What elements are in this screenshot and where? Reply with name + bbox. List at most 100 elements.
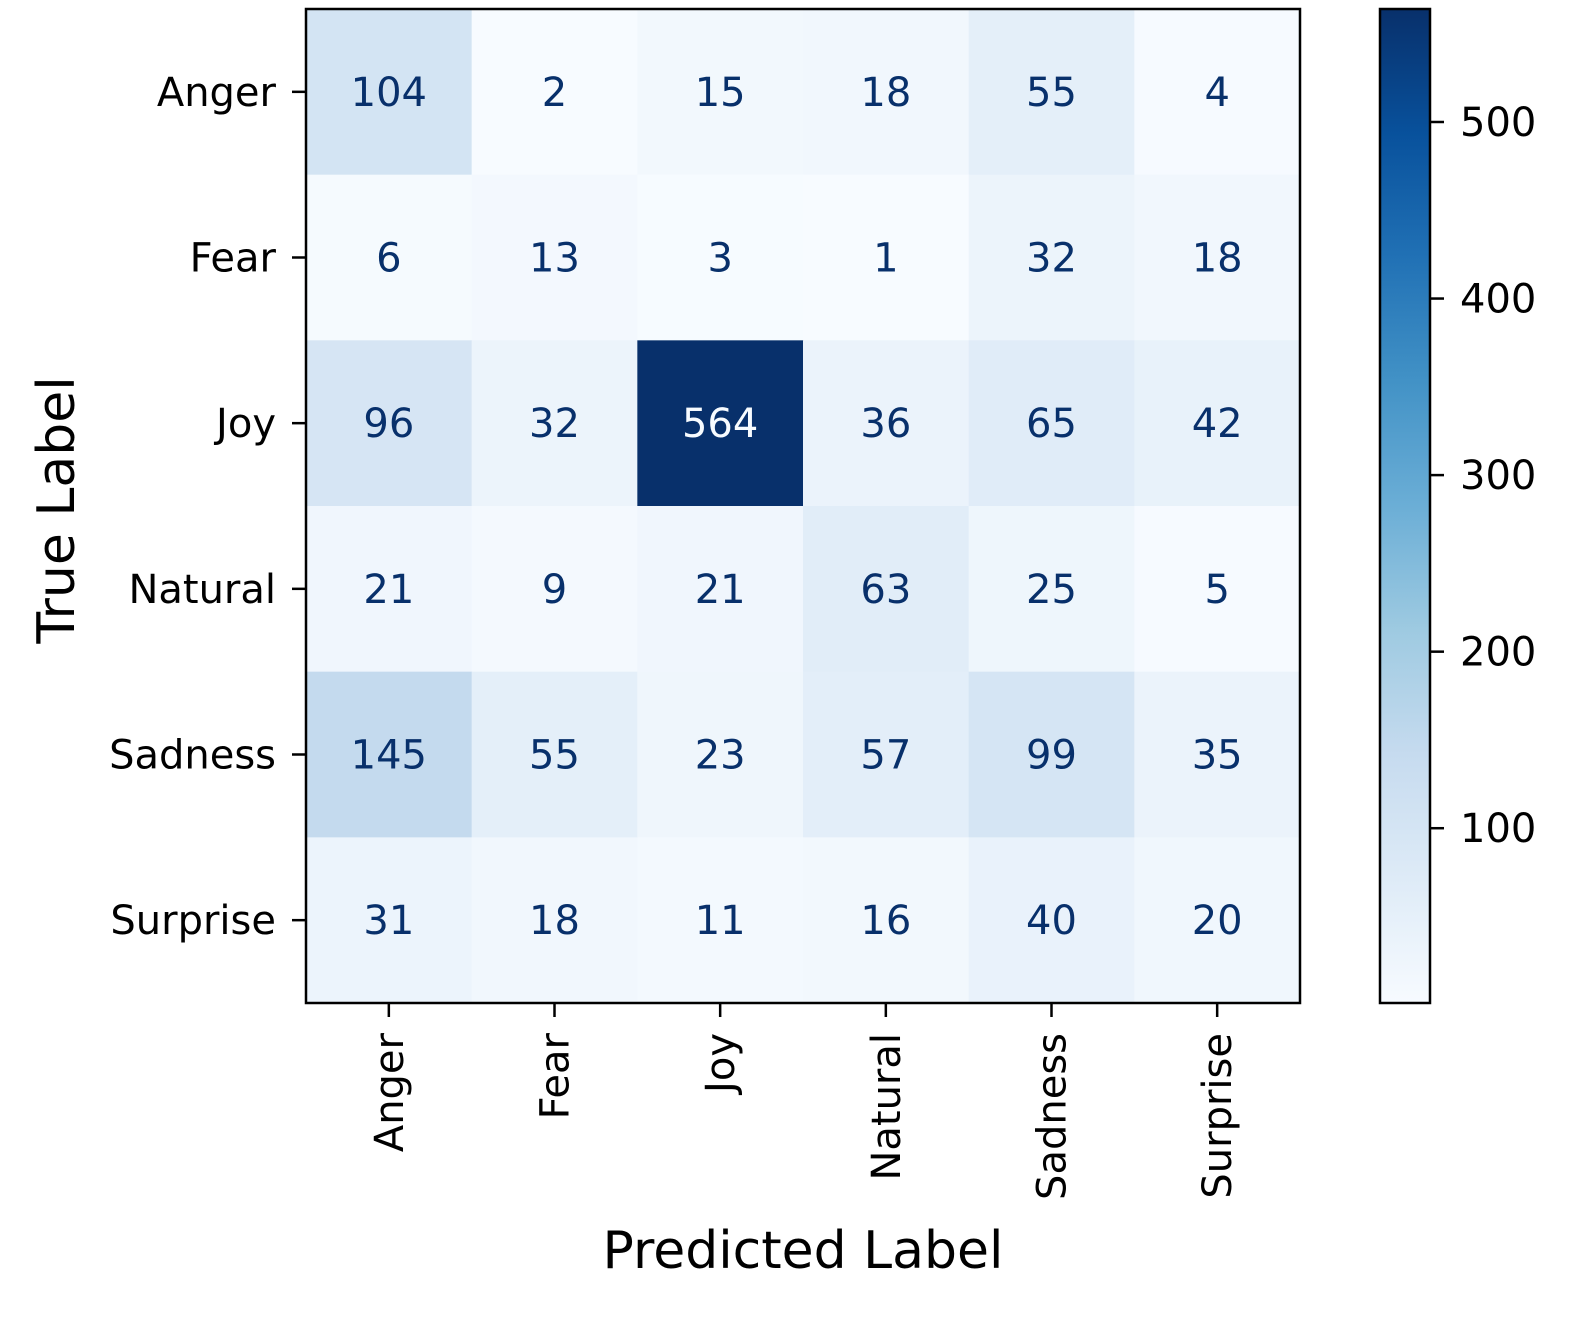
heatmap-cell [803,340,970,507]
x-tick-label: Anger [367,1032,413,1152]
cell-value-label: 15 [695,70,746,116]
x-tick-label: Joy [698,1033,744,1096]
cell-value-label: 2 [542,70,567,116]
x-tick-label: Fear [533,1032,579,1119]
heatmap-cell [1134,837,1301,1004]
heatmap-cell [471,671,638,838]
cell-value-label: 1 [873,236,898,282]
heatmap-cell [471,340,638,507]
heatmap-cell [637,174,804,341]
heatmap-cell [306,506,473,673]
x-axis-label: Predicted Label [603,1221,1004,1281]
cell-value-label: 55 [529,733,580,779]
heatmap-cell [306,174,473,341]
x-axis-ticks: Anger Fear Joy Natural Sadness Surprise [367,1003,1241,1200]
heatmap-cell [803,9,970,176]
heatmap-cell [637,837,804,1004]
cell-value-label: 42 [1192,401,1243,447]
heatmap-cell [306,340,473,507]
x-tick-label: Sadness [1030,1033,1076,1200]
y-tick-label: Sadness [109,733,276,779]
cell-value-label: 31 [363,898,414,944]
heatmap-cell [1134,9,1301,176]
cell-value-label: 36 [860,401,911,447]
heatmap-cell [803,174,970,341]
heatmap-cell [471,837,638,1004]
heatmap-cell [1134,174,1301,341]
cell-value-label: 18 [1192,236,1243,282]
cell-value-label: 564 [682,401,758,447]
heatmap-cell [1134,671,1301,838]
x-tick-label: Surprise [1195,1033,1241,1199]
heatmap-cell [471,174,638,341]
y-axis-label: True Label [27,376,87,644]
cell-value-label: 57 [860,733,911,779]
heatmap-cell [306,9,473,176]
y-axis-ticks: Anger Fear Joy Natural Sadness Surprise [109,70,306,944]
heatmap-cell [306,837,473,1004]
heatmap-cell [471,9,638,176]
colorbar-tick-label: 400 [1460,277,1536,323]
colorbar [1378,7,1432,1005]
heatmap-cell [306,671,473,838]
heatmap-cell [968,506,1135,673]
cell-value-label: 23 [695,733,746,779]
cell-value-label: 21 [363,567,414,613]
heatmap-cell [637,9,804,176]
heatmap-cells [306,9,1301,1004]
y-tick-label: Natural [128,567,276,613]
cell-value-label: 99 [1026,733,1077,779]
heatmap-cell [1134,506,1301,673]
cell-value-label: 18 [529,898,580,944]
heatmap-cell [637,671,804,838]
cell-value-label: 63 [860,567,911,613]
y-tick-label: Joy [213,401,276,447]
y-tick-label: Surprise [110,898,276,944]
cell-value-label: 104 [351,70,427,116]
heatmap-cell [968,9,1135,176]
heatmap-cell [968,837,1135,1004]
plot-frame [304,7,1302,1005]
heatmap-cell [968,340,1135,507]
heatmap-cell [803,837,970,1004]
cell-value-label: 65 [1026,401,1077,447]
cell-value-label: 3 [707,236,732,282]
heatmap-cell [968,174,1135,341]
cell-value-label: 13 [529,236,580,282]
colorbar-tick-label: 200 [1460,630,1536,676]
heatmap-cell [803,506,970,673]
cell-value-label: 55 [1026,70,1077,116]
heatmap-cell [968,671,1135,838]
cell-value-label: 145 [351,733,427,779]
cell-value-label: 40 [1026,898,1077,944]
cell-value-label: 4 [1204,70,1229,116]
cell-value-label: 11 [695,898,746,944]
x-tick-label: Natural [864,1033,910,1181]
colorbar-tick-label: 500 [1460,100,1536,146]
cell-value-label: 9 [542,567,567,613]
cell-value-label: 6 [376,236,401,282]
cell-value-label: 32 [529,401,580,447]
cell-value-label: 5 [1204,567,1229,613]
heatmap-cell [471,506,638,673]
cell-value-label: 20 [1192,898,1243,944]
cell-value-label: 32 [1026,236,1077,282]
y-tick-label: Fear [190,236,277,282]
colorbar-tick-label: 100 [1460,806,1536,852]
heatmap-cell [803,671,970,838]
colorbar-ticks: 100 200 300 400 500 [1430,100,1536,852]
colorbar-tick-label: 300 [1460,453,1536,499]
cell-value-label: 96 [363,401,414,447]
cell-value-label: 21 [695,567,746,613]
heatmap-cell [1134,340,1301,507]
cell-value-label: 35 [1192,733,1243,779]
y-tick-label: Anger [157,70,277,116]
cell-value-label: 16 [860,898,911,944]
cell-value-label: 25 [1026,567,1077,613]
heatmap-cell [637,340,804,507]
cell-value-label: 18 [860,70,911,116]
heatmap-cell [637,506,804,673]
